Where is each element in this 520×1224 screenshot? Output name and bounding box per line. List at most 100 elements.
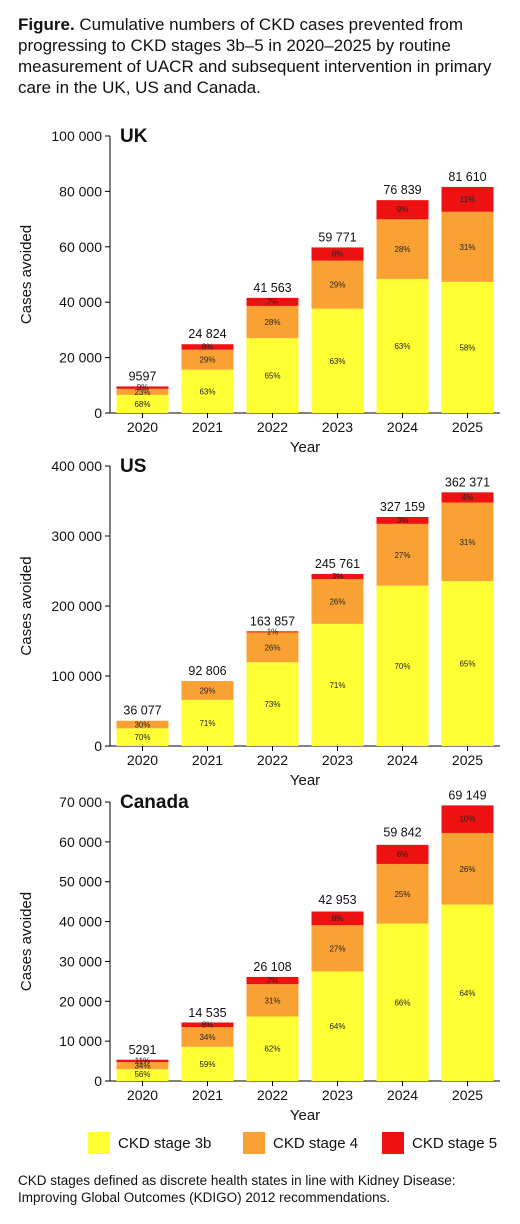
bar-total-label: 36 077 [123, 704, 161, 718]
x-tick-label: 2020 [127, 752, 158, 768]
legend-item-stage4: CKD stage 4 [243, 1128, 358, 1158]
y-tick-label: 40 000 [59, 294, 102, 310]
bar-percent-label: 73% [264, 700, 280, 709]
bar-segment [246, 632, 299, 663]
bar-segment [116, 394, 169, 413]
y-tick-label: 10 000 [59, 1033, 102, 1049]
bar-percent-label: 3% [332, 572, 344, 581]
bar-percent-label: 64% [329, 1022, 345, 1031]
y-tick-label: 100 000 [51, 128, 102, 144]
y-tick-label: 300 000 [51, 528, 102, 544]
bar-segment [441, 492, 494, 503]
bar-percent-label: 63% [199, 387, 215, 396]
bar-percent-label: 4% [462, 493, 474, 502]
bar-segment [376, 585, 429, 746]
y-tick-label: 0 [94, 738, 102, 754]
x-tick-label: 2024 [387, 752, 418, 768]
bar-segment [181, 1022, 234, 1028]
bar-segment [181, 699, 234, 746]
bar-total-label: 59 771 [318, 230, 356, 244]
bar-segment [376, 863, 429, 924]
bar-percent-label: 59% [199, 1060, 215, 1069]
bar-percent-label: 63% [329, 357, 345, 366]
x-tick-label: 2022 [257, 419, 288, 435]
bar-segment [116, 1059, 169, 1063]
y-tick-label: 400 000 [51, 458, 102, 474]
bar-segment [441, 832, 494, 905]
caption-text: Cumulative numbers of CKD cases prevente… [18, 15, 492, 97]
bar-total-label: 42 953 [318, 893, 356, 907]
panel-title: Canada [120, 792, 189, 813]
x-tick-label: 2023 [322, 1087, 353, 1103]
bar-percent-label: 27% [329, 944, 345, 953]
bar-percent-label: 26% [329, 597, 345, 606]
bar-segment [246, 976, 299, 985]
bar-segment [116, 1062, 169, 1070]
bar-segment [311, 308, 364, 413]
bar-total-label: 163 857 [250, 614, 295, 628]
bar-segment [311, 573, 364, 580]
y-tick-label: 20 000 [59, 993, 102, 1009]
bar-percent-label: 27% [394, 551, 410, 560]
bar-percent-label: 8% [332, 250, 344, 259]
x-tick-label: 2023 [322, 419, 353, 435]
bar-percent-label: 66% [394, 998, 410, 1007]
bar-percent-label: 34% [134, 1062, 150, 1071]
legend-label: CKD stage 3b [118, 1134, 212, 1152]
bar-segment [246, 1016, 299, 1081]
bar-percent-label: 64% [459, 989, 475, 998]
bar-percent-label: 8% [397, 850, 409, 859]
y-axis-title: Cases avoided [18, 225, 35, 324]
bar-segment [181, 344, 234, 350]
x-tick-label: 2022 [257, 1087, 288, 1103]
bar-percent-label: 8% [202, 1020, 214, 1029]
panel-title: US [120, 456, 146, 477]
bar-percent-label: 31% [264, 996, 280, 1005]
bar-total-label: 327 159 [380, 500, 425, 514]
bar-total-label: 41 563 [253, 281, 291, 295]
y-tick-label: 40 000 [59, 914, 102, 930]
bar-segment [311, 925, 364, 972]
y-tick-label: 60 000 [59, 239, 102, 255]
bar-percent-label: 26% [264, 643, 280, 652]
bar-segment [116, 720, 169, 729]
bar-percent-label: 8% [332, 914, 344, 923]
bar-percent-label: 58% [459, 343, 475, 352]
bar-percent-label: 29% [199, 686, 215, 695]
x-axis-title: Year [290, 772, 320, 789]
panel-title: UK [120, 126, 148, 147]
x-tick-label: 2020 [127, 419, 158, 435]
y-tick-label: 0 [94, 405, 102, 421]
bar-segment [376, 219, 429, 279]
x-tick-label: 2021 [192, 419, 223, 435]
bar-total-label: 14 535 [188, 1006, 226, 1020]
bar-segment [246, 631, 299, 633]
bar-percent-label: 65% [459, 660, 475, 669]
bar-total-label: 245 761 [315, 557, 360, 571]
x-axis-title: Year [290, 439, 320, 456]
y-axis-title: Cases avoided [18, 892, 35, 991]
x-tick-label: 2024 [387, 419, 418, 435]
bar-segment [376, 923, 429, 1081]
bar-segment [441, 281, 494, 413]
bar-total-label: 59 842 [383, 825, 421, 839]
bar-percent-label: 29% [199, 356, 215, 365]
bar-segment [376, 278, 429, 413]
bar-percent-label: 63% [394, 342, 410, 351]
bar-percent-label: 28% [394, 245, 410, 254]
bar-segment [376, 200, 429, 220]
bar-percent-label: 8% [202, 342, 214, 351]
legend-swatch [88, 1132, 110, 1154]
bar-percent-label: 25% [394, 890, 410, 899]
legend-swatch [243, 1132, 265, 1154]
x-tick-label: 2025 [452, 419, 483, 435]
bar-percent-label: 23% [134, 388, 150, 397]
legend-label: CKD stage 5 [412, 1134, 498, 1152]
bar-segment [441, 581, 494, 746]
bar-segment [181, 369, 234, 413]
y-tick-label: 30 000 [59, 953, 102, 969]
bar-segment [181, 349, 234, 370]
bar-percent-label: 30% [134, 721, 150, 730]
bar-percent-label: 34% [199, 1033, 215, 1042]
y-tick-label: 0 [94, 1073, 102, 1089]
